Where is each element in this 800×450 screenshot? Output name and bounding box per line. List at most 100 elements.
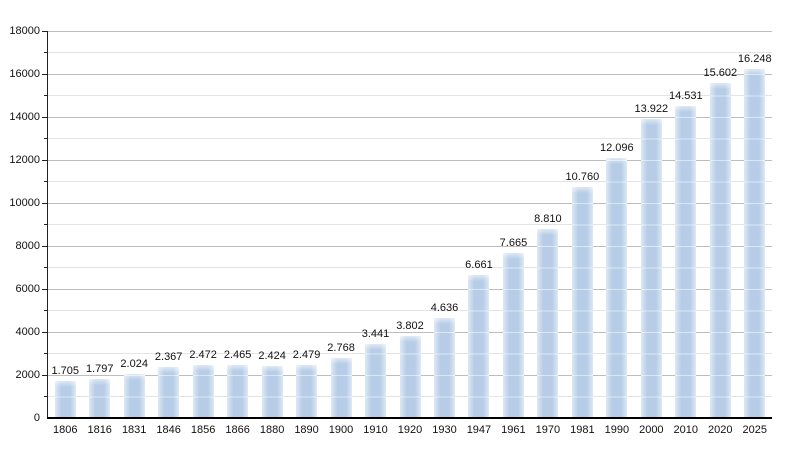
- x-tick-label: 1920: [397, 424, 423, 436]
- gridline-minor: [48, 52, 772, 53]
- y-tick-minor: [44, 138, 48, 139]
- gridline-minor: [48, 267, 772, 268]
- bar-value-label: 2.479: [292, 348, 321, 361]
- x-tick-label: 1890: [294, 424, 319, 436]
- bar: [54, 381, 76, 418]
- x-tick-label: 1910: [363, 424, 388, 436]
- gridline-major: [48, 331, 772, 333]
- y-tick-label: 8000: [15, 240, 40, 252]
- bar: [192, 364, 214, 418]
- x-tick-label: 2020: [708, 424, 733, 436]
- bar: [502, 253, 524, 418]
- x-tick-label: 1816: [87, 424, 112, 436]
- y-tick-major: [42, 245, 48, 247]
- bar: [606, 157, 628, 418]
- x-tick-label: 1880: [259, 424, 285, 436]
- x-tick-label: 2000: [639, 424, 664, 436]
- bar: [468, 274, 490, 418]
- bar: [296, 364, 318, 418]
- y-tick-label: 10000: [9, 197, 40, 209]
- x-tick-label: 1947: [466, 424, 492, 436]
- bar-value-label: 15.602: [703, 66, 738, 79]
- x-tick-label: 1981: [570, 424, 595, 436]
- bar: [365, 344, 387, 418]
- bar-value-label: 12.096: [600, 141, 634, 154]
- gridline-minor: [48, 310, 772, 311]
- y-tick-major: [42, 73, 48, 75]
- x-tick-label: 1961: [501, 424, 526, 436]
- y-tick-label: 6000: [15, 283, 40, 295]
- x-tick-label: 1970: [535, 424, 561, 436]
- x-axis-line: [47, 417, 772, 419]
- y-tick-major: [42, 288, 48, 290]
- x-tick-label: 2025: [742, 424, 767, 436]
- y-tick-label: 16000: [9, 68, 40, 80]
- gridline-major: [48, 73, 772, 75]
- bar: [709, 82, 731, 418]
- x-tick-label: 1990: [604, 424, 630, 436]
- y-axis-line: [47, 31, 48, 418]
- bar: [675, 105, 697, 418]
- gridline-minor: [48, 138, 772, 139]
- bar-value-label: 13.922: [634, 102, 669, 115]
- gridline-major: [48, 288, 772, 290]
- gridline-major: [48, 116, 772, 118]
- gridline-major: [48, 202, 772, 204]
- gridline-minor: [48, 95, 772, 96]
- bar-value-label: 10.760: [565, 170, 600, 183]
- x-tick-label: 1930: [432, 424, 457, 436]
- bar-value-label: 4.636: [430, 302, 459, 315]
- y-tick-minor: [44, 396, 48, 397]
- y-tick-label: 18000: [9, 25, 40, 37]
- bar: [158, 367, 180, 418]
- y-tick-minor: [44, 181, 48, 182]
- y-tick-major: [42, 374, 48, 376]
- bar: [89, 379, 111, 418]
- x-tick-label: 1846: [156, 424, 181, 436]
- y-tick-label: 2000: [15, 369, 40, 381]
- bar-value-label: 2.768: [327, 342, 355, 355]
- gridline-major: [48, 159, 772, 161]
- bar-value-label: 1.797: [85, 363, 114, 376]
- bar: [261, 365, 283, 418]
- y-tick-label: 14000: [9, 111, 40, 123]
- bar: [571, 186, 593, 418]
- x-tick-label: 1831: [121, 424, 147, 436]
- bar-value-label: 7.665: [499, 237, 528, 250]
- bar-value-label: 6.661: [465, 258, 493, 271]
- bar-value-label: 3.802: [396, 320, 424, 333]
- bar-value-label: 2.024: [120, 358, 148, 371]
- y-tick-major: [42, 331, 48, 333]
- gridline-major: [48, 30, 772, 32]
- y-tick-label: 4000: [15, 326, 40, 338]
- y-tick-label: 12000: [9, 154, 40, 166]
- x-tick-label: 1856: [190, 424, 216, 436]
- bar: [399, 336, 421, 418]
- y-tick-major: [42, 202, 48, 204]
- bar-value-label: 8.810: [534, 212, 562, 225]
- y-tick-major: [42, 159, 48, 161]
- y-tick-minor: [44, 353, 48, 354]
- bar: [227, 365, 249, 418]
- gridline-minor: [48, 224, 772, 225]
- gridline-major: [48, 245, 772, 247]
- x-tick-label: 1806: [52, 424, 78, 436]
- bar-value-label: 1.705: [51, 365, 79, 378]
- y-tick-major: [42, 30, 48, 32]
- bar-value-label: 2.367: [154, 351, 183, 364]
- bar: [640, 118, 662, 418]
- y-tick-minor: [44, 95, 48, 96]
- bar: [744, 68, 766, 418]
- y-tick-minor: [44, 224, 48, 225]
- bar-value-label: 2.472: [189, 348, 217, 361]
- bar: [330, 358, 352, 418]
- x-tick-label: 1900: [328, 424, 354, 436]
- bar-value-label: 14.531: [668, 89, 703, 102]
- y-tick-minor: [44, 310, 48, 311]
- y-tick-minor: [44, 52, 48, 53]
- bar-value-label: 2.424: [258, 349, 286, 362]
- bar-value-label: 2.465: [223, 349, 252, 361]
- bar: [123, 374, 145, 418]
- x-tick-label: 2010: [673, 424, 699, 436]
